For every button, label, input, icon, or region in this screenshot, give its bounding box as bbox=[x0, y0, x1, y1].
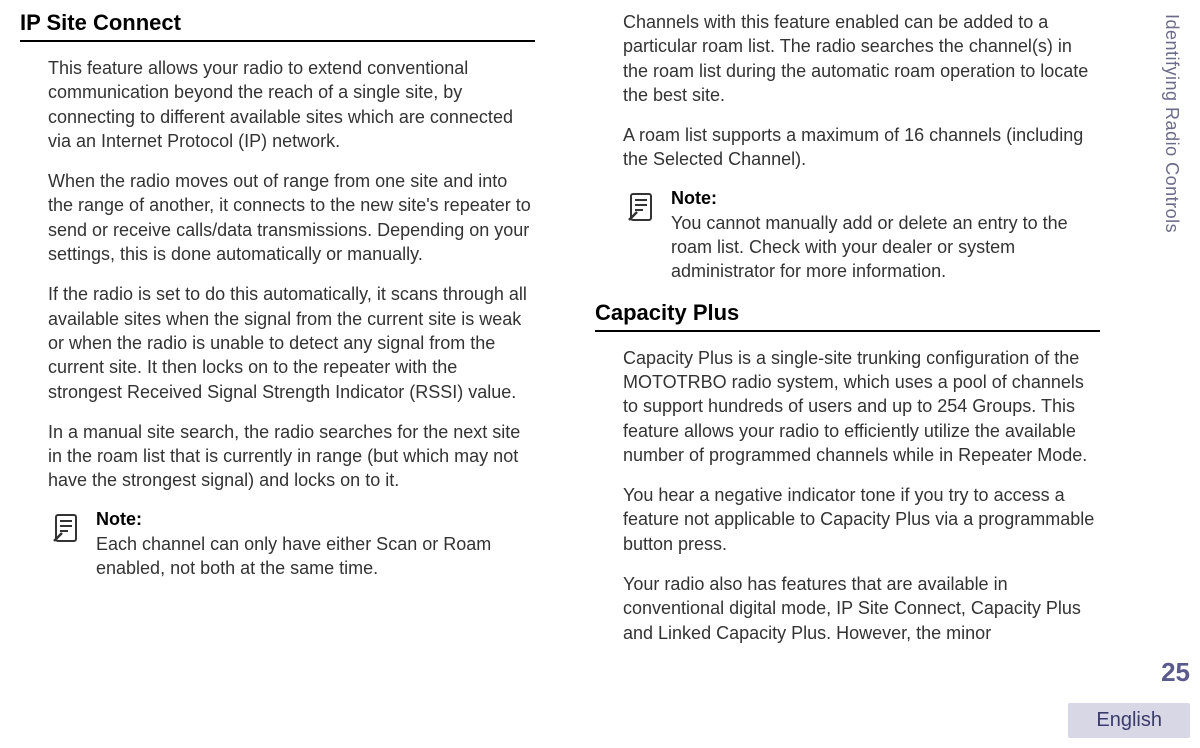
heading-ip-site-connect: IP Site Connect bbox=[20, 10, 535, 42]
note-block: Note: You cannot manually add or delete … bbox=[623, 188, 1100, 284]
note-title: Note: bbox=[671, 188, 1100, 209]
right-indented-content-top: Channels with this feature enabled can b… bbox=[595, 10, 1100, 284]
paragraph: If the radio is set to do this automatic… bbox=[48, 282, 535, 403]
note-icon bbox=[623, 190, 659, 226]
note-block: Note: Each channel can only have either … bbox=[48, 509, 535, 581]
page-container: IP Site Connect This feature allows your… bbox=[0, 0, 1200, 748]
paragraph: Your radio also has features that are av… bbox=[623, 572, 1100, 645]
paragraph: You hear a negative indicator tone if yo… bbox=[623, 483, 1100, 556]
note-text: You cannot manually add or delete an ent… bbox=[671, 211, 1100, 284]
paragraph: This feature allows your radio to extend… bbox=[48, 56, 535, 153]
note-icon bbox=[48, 511, 84, 547]
note-content: Note: You cannot manually add or delete … bbox=[671, 188, 1100, 284]
paragraph: When the radio moves out of range from o… bbox=[48, 169, 535, 266]
left-column: IP Site Connect This feature allows your… bbox=[20, 10, 565, 738]
paragraph: A roam list supports a maximum of 16 cha… bbox=[623, 123, 1100, 172]
side-section-label: Identifying Radio Controls bbox=[1161, 14, 1182, 233]
right-column: Channels with this feature enabled can b… bbox=[565, 10, 1110, 738]
right-indented-content-bottom: Capacity Plus is a single-site trunking … bbox=[595, 346, 1100, 645]
paragraph: Capacity Plus is a single-site trunking … bbox=[623, 346, 1100, 467]
heading-capacity-plus: Capacity Plus bbox=[595, 300, 1100, 332]
paragraph: Channels with this feature enabled can b… bbox=[623, 10, 1100, 107]
note-text: Each channel can only have either Scan o… bbox=[96, 532, 535, 581]
paragraph: In a manual site search, the radio searc… bbox=[48, 420, 535, 493]
page-number: 25 bbox=[1161, 657, 1190, 688]
note-content: Note: Each channel can only have either … bbox=[96, 509, 535, 581]
language-tag: English bbox=[1068, 703, 1190, 738]
left-indented-content: This feature allows your radio to extend… bbox=[20, 56, 535, 580]
note-title: Note: bbox=[96, 509, 535, 530]
